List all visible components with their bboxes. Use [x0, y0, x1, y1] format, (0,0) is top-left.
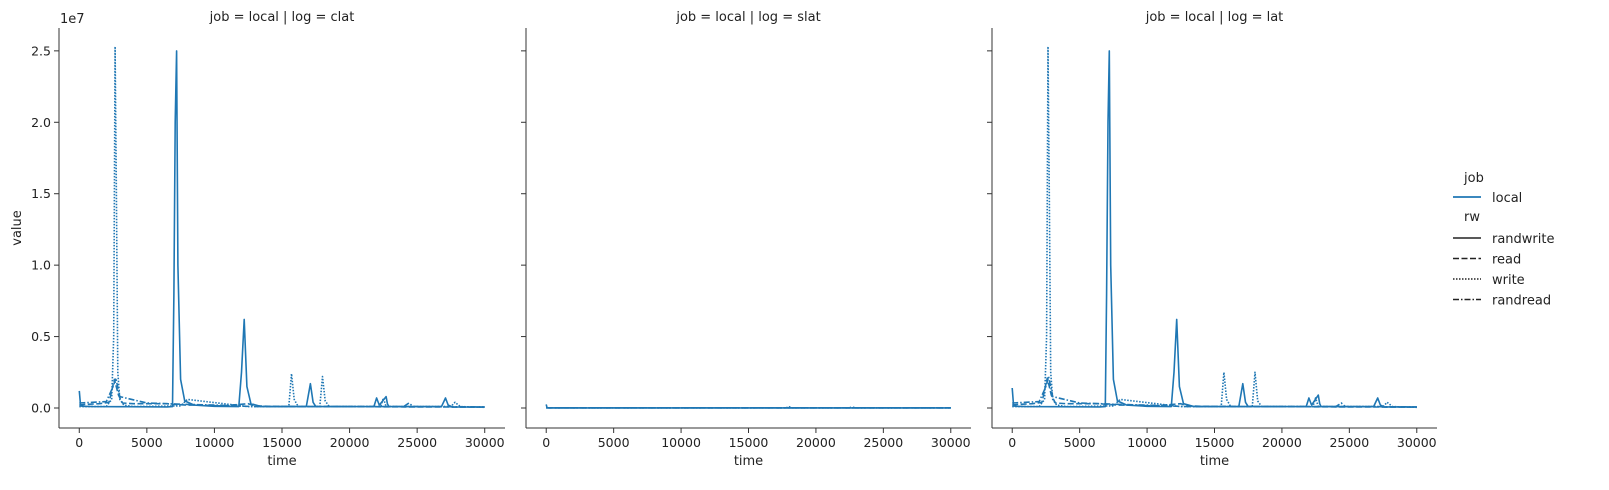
x-tick-label: 0 — [542, 435, 550, 450]
series-line-randread — [1012, 375, 1417, 408]
x-tick-label: 10000 — [1127, 435, 1167, 450]
x-tick-label: 20000 — [330, 435, 370, 450]
facet-panels: job = local | log = clat 0 5000 10000 15000 2… — [31, 10, 1437, 469]
series-line-write — [1012, 45, 1417, 409]
x-axis-label: time — [267, 454, 296, 469]
series-line-randwrite — [1011, 50, 1417, 408]
chart-panel-1: job = local | log = clat 0 5000 10000 15000 2… — [31, 10, 505, 469]
x-tick-label: 30000 — [465, 435, 505, 450]
legend-label-job: local — [1492, 191, 1522, 206]
series-line-read — [1012, 377, 1417, 408]
x-axis-label: time — [1200, 454, 1229, 469]
x-tick-label: 0 — [1008, 435, 1016, 450]
x-tick-label: 10000 — [661, 435, 701, 450]
x-tick-label: 25000 — [1329, 435, 1369, 450]
x-tick-label: 5000 — [131, 435, 163, 450]
x-tick-label: 5000 — [598, 435, 630, 450]
legend-title-rw: rw — [1464, 210, 1480, 225]
legend-label-read: read — [1492, 253, 1521, 268]
series-line-randwrite — [78, 50, 485, 408]
series-line-write — [79, 45, 485, 409]
x-axis-label: time — [734, 454, 763, 469]
x-tick-label: 15000 — [1195, 435, 1235, 450]
x-tick-label: 25000 — [397, 435, 437, 450]
panel-title: job = local | log = lat — [1145, 10, 1284, 25]
x-tick-label: 10000 — [195, 435, 235, 450]
chart-panel-2: job = local | log = slat 0 5000 10000 15000 2… — [521, 10, 971, 469]
series-line-randread — [79, 377, 485, 408]
panel-title: job = local | log = slat — [675, 10, 820, 25]
y-tick-label: 1.5 — [31, 186, 51, 201]
legend-label-randread: randread — [1492, 294, 1551, 309]
y-tick-label: 0.0 — [31, 401, 51, 416]
x-tick-label: 30000 — [1397, 435, 1437, 450]
legend-title-job: job — [1463, 171, 1484, 186]
panel-title: job = local | log = clat — [209, 10, 355, 25]
y-tick-label: 2.0 — [31, 115, 51, 130]
legend-label-write: write — [1492, 273, 1525, 288]
y-axis-label: value — [10, 210, 25, 246]
x-tick-label: 20000 — [796, 435, 836, 450]
x-tick-label: 5000 — [1064, 435, 1096, 450]
series-line-write — [546, 405, 951, 409]
y-tick-label: 0.5 — [31, 329, 51, 344]
x-tick-label: 30000 — [931, 435, 971, 450]
legend-label-randwrite: randwrite — [1492, 232, 1555, 247]
x-tick-label: 15000 — [729, 435, 769, 450]
y-offset-label: 1e7 — [60, 12, 85, 27]
chart-panel-3: job = local | log = lat 0 5000 10000 15000 20… — [987, 10, 1437, 469]
x-tick-label: 25000 — [863, 435, 903, 450]
y-tick-label: 2.5 — [31, 43, 51, 58]
y-tick-label: 1.0 — [31, 258, 51, 273]
x-tick-label: 20000 — [1262, 435, 1302, 450]
series-line-read — [79, 378, 485, 408]
x-tick-label: 15000 — [262, 435, 302, 450]
x-tick-label: 0 — [75, 435, 83, 450]
